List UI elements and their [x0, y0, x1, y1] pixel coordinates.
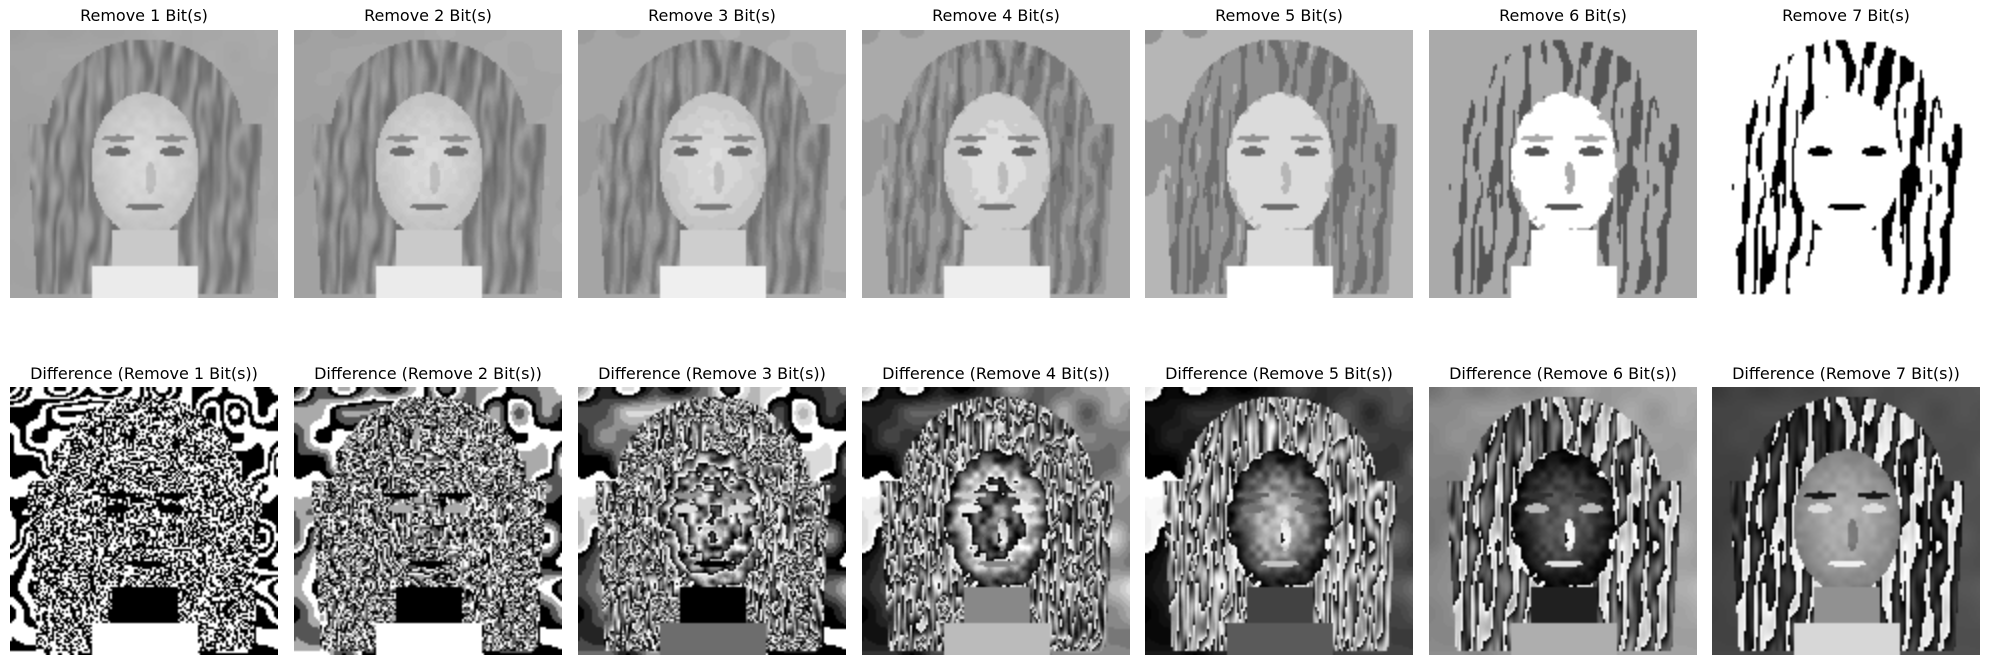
- panel-title: Difference (Remove 4 Bit(s)): [882, 364, 1110, 383]
- reduced-image: [578, 30, 846, 298]
- panel-difference-3: Difference (Remove 3 Bit(s)): [578, 358, 846, 658]
- reduced-image: [1712, 30, 1980, 298]
- reduced-image: [1145, 30, 1413, 298]
- difference-image: [10, 387, 278, 655]
- panel-title: Remove 5 Bit(s): [1215, 6, 1343, 25]
- panel-title: Difference (Remove 2 Bit(s)): [314, 364, 542, 383]
- panel-title: Remove 3 Bit(s): [648, 6, 776, 25]
- panel-title: Difference (Remove 1 Bit(s)): [30, 364, 258, 383]
- panel-title: Difference (Remove 5 Bit(s)): [1165, 364, 1393, 383]
- panel-title: Difference (Remove 3 Bit(s)): [598, 364, 826, 383]
- difference-image: [1712, 387, 1980, 655]
- panel-title: Remove 4 Bit(s): [932, 6, 1060, 25]
- panel-difference-7: Difference (Remove 7 Bit(s)): [1712, 358, 1980, 658]
- panel-remove-5: Remove 5 Bit(s): [1145, 0, 1413, 300]
- difference-image: [1145, 387, 1413, 655]
- panel-title: Remove 6 Bit(s): [1499, 6, 1627, 25]
- panel-difference-5: Difference (Remove 5 Bit(s)): [1145, 358, 1413, 658]
- panel-remove-4: Remove 4 Bit(s): [862, 0, 1130, 300]
- panel-remove-7: Remove 7 Bit(s): [1712, 0, 1980, 300]
- difference-image: [294, 387, 562, 655]
- panel-difference-1: Difference (Remove 1 Bit(s)): [10, 358, 278, 658]
- panel-title: Remove 2 Bit(s): [364, 6, 492, 25]
- panel-title: Difference (Remove 7 Bit(s)): [1732, 364, 1960, 383]
- panel-difference-4: Difference (Remove 4 Bit(s)): [862, 358, 1130, 658]
- panel-title: Remove 7 Bit(s): [1782, 6, 1910, 25]
- panel-remove-6: Remove 6 Bit(s): [1429, 0, 1697, 300]
- reduced-image: [1429, 30, 1697, 298]
- reduced-image: [862, 30, 1130, 298]
- panel-difference-2: Difference (Remove 2 Bit(s)): [294, 358, 562, 658]
- panel-remove-2: Remove 2 Bit(s): [294, 0, 562, 300]
- reduced-image: [294, 30, 562, 298]
- panel-difference-6: Difference (Remove 6 Bit(s)): [1429, 358, 1697, 658]
- reduced-image: [10, 30, 278, 298]
- difference-image: [578, 387, 846, 655]
- panel-remove-1: Remove 1 Bit(s): [10, 0, 278, 300]
- panel-remove-3: Remove 3 Bit(s): [578, 0, 846, 300]
- difference-image: [862, 387, 1130, 655]
- panel-title: Remove 1 Bit(s): [80, 6, 208, 25]
- difference-image: [1429, 387, 1697, 655]
- panel-title: Difference (Remove 6 Bit(s)): [1449, 364, 1677, 383]
